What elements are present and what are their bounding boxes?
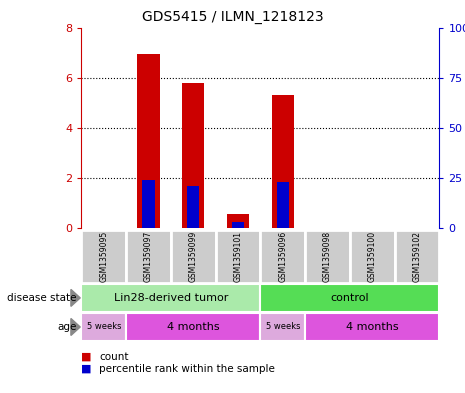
Text: 4 months: 4 months — [346, 322, 399, 332]
Text: percentile rank within the sample: percentile rank within the sample — [99, 364, 275, 374]
Bar — [305, 230, 350, 283]
Bar — [272, 95, 294, 228]
Bar — [395, 230, 439, 283]
Text: Lin28-derived tumor: Lin28-derived tumor — [114, 293, 228, 303]
Bar — [171, 230, 216, 283]
Bar — [350, 230, 395, 283]
Text: GSM1359101: GSM1359101 — [233, 231, 243, 282]
Bar — [126, 230, 171, 283]
Bar — [187, 186, 199, 228]
Text: GSM1359095: GSM1359095 — [99, 231, 108, 282]
Bar — [81, 284, 260, 312]
Bar — [137, 54, 159, 228]
Text: GSM1359102: GSM1359102 — [412, 231, 422, 282]
Bar — [81, 230, 126, 283]
Text: GSM1359098: GSM1359098 — [323, 231, 332, 282]
Bar — [216, 230, 260, 283]
Text: 5 weeks: 5 weeks — [86, 323, 121, 331]
Text: ■: ■ — [81, 352, 92, 362]
Bar — [182, 83, 205, 228]
Polygon shape — [71, 289, 80, 307]
Text: GSM1359099: GSM1359099 — [189, 231, 198, 282]
Text: control: control — [331, 293, 369, 303]
Text: count: count — [99, 352, 128, 362]
Text: GSM1359096: GSM1359096 — [278, 231, 287, 282]
Text: ■: ■ — [81, 364, 92, 374]
Text: 4 months: 4 months — [167, 322, 219, 332]
Text: GDS5415 / ILMN_1218123: GDS5415 / ILMN_1218123 — [142, 10, 323, 24]
Bar — [277, 182, 289, 228]
Bar — [260, 313, 305, 341]
Text: 5 weeks: 5 weeks — [266, 323, 300, 331]
Bar — [126, 313, 260, 341]
Bar — [260, 284, 439, 312]
Text: GSM1359100: GSM1359100 — [368, 231, 377, 282]
Bar — [81, 313, 126, 341]
Text: age: age — [57, 322, 77, 332]
Text: disease state: disease state — [7, 293, 77, 303]
Bar — [227, 214, 249, 228]
Bar — [232, 222, 244, 228]
Text: GSM1359097: GSM1359097 — [144, 231, 153, 282]
Polygon shape — [71, 318, 80, 336]
Bar — [305, 313, 439, 341]
Bar — [142, 180, 155, 228]
Bar — [260, 230, 305, 283]
